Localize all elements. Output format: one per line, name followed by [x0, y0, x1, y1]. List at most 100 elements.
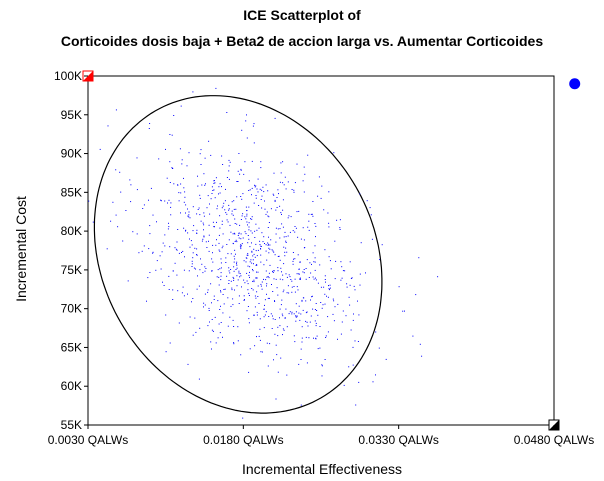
- scatter-point: [418, 257, 420, 259]
- scatter-point: [214, 226, 215, 228]
- scatter-point: [260, 248, 262, 250]
- scatter-point: [271, 249, 273, 251]
- scatter-point: [172, 168, 173, 169]
- scatter-point: [329, 289, 330, 291]
- scatter-point: [321, 375, 323, 377]
- scatter-point: [327, 212, 329, 214]
- scatter-point: [321, 365, 323, 367]
- scatter-point: [209, 203, 210, 205]
- scatter-point: [337, 338, 338, 340]
- scatter-point: [149, 123, 151, 124]
- scatter-point: [303, 191, 305, 193]
- scatter-point: [275, 241, 277, 243]
- scatter-point: [222, 233, 224, 235]
- scatter-point: [232, 214, 234, 216]
- scatter-point: [275, 278, 277, 280]
- scatter-point: [296, 273, 298, 275]
- scatter-point: [182, 286, 184, 288]
- scatter-point: [298, 312, 300, 314]
- scatter-point: [372, 381, 374, 383]
- scatter-point: [239, 224, 241, 226]
- scatter-point: [240, 245, 242, 247]
- scatter-point: [176, 241, 178, 243]
- scatter-point: [169, 342, 171, 344]
- scatter-point: [168, 199, 170, 201]
- scatter-point: [249, 266, 251, 268]
- scatter-point: [300, 348, 302, 350]
- scatter-point: [220, 258, 222, 260]
- scatter-point: [194, 317, 196, 319]
- scatter-point: [188, 270, 190, 272]
- scatter-point: [298, 273, 300, 275]
- scatter-point: [294, 258, 296, 260]
- scatter-point: [340, 261, 342, 263]
- scatter-point: [181, 163, 183, 165]
- scatter-point: [337, 303, 339, 305]
- scatter-point: [204, 270, 206, 272]
- scatter-point: [353, 313, 354, 315]
- scatter-point: [250, 218, 251, 220]
- scatter-point: [315, 225, 317, 227]
- x-tick-label: 0.0330 QALWs: [358, 433, 438, 447]
- scatter-point: [292, 263, 294, 265]
- scatter-point: [260, 199, 262, 200]
- scatter-point: [220, 322, 222, 323]
- scatter-point: [243, 295, 245, 297]
- scatter-point: [287, 235, 289, 237]
- scatter-point: [270, 239, 272, 241]
- scatter-point: [265, 270, 267, 272]
- scatter-point: [224, 200, 226, 202]
- scatter-point: [324, 293, 326, 295]
- scatter-point: [202, 238, 204, 240]
- scatter-point: [314, 223, 316, 224]
- scatter-point: [329, 284, 331, 286]
- scatter-point: [333, 152, 335, 154]
- scatter-point: [349, 304, 351, 306]
- scatter-point: [312, 276, 314, 278]
- scatter-point: [222, 245, 224, 247]
- scatter-point: [266, 342, 268, 344]
- scatter-point: [183, 269, 185, 271]
- scatter-point: [171, 167, 173, 169]
- scatter-point: [214, 182, 216, 184]
- scatter-point: [249, 246, 251, 248]
- scatter-point: [192, 298, 194, 299]
- scatter-point: [306, 311, 308, 313]
- scatter-point: [322, 304, 324, 306]
- scatter-point: [178, 252, 180, 254]
- scatter-point: [204, 266, 206, 268]
- scatter-point: [277, 256, 279, 257]
- scatter-point: [302, 227, 304, 229]
- scatter-point: [296, 315, 298, 317]
- scatter-point: [117, 226, 119, 228]
- scatter-point: [203, 212, 205, 214]
- scatter-point: [294, 341, 296, 343]
- scatter-point: [143, 204, 145, 206]
- scatter-point: [352, 319, 354, 321]
- scatter-point: [303, 297, 305, 299]
- scatter-point: [277, 228, 279, 230]
- scatter-point: [324, 249, 326, 251]
- scatter-point: [282, 226, 284, 228]
- scatter-point: [166, 177, 168, 179]
- scatter-point: [248, 206, 250, 208]
- scatter-point: [308, 337, 310, 339]
- scatter-point: [261, 189, 263, 191]
- scatter-point: [260, 167, 262, 169]
- scatter-point: [160, 268, 162, 270]
- scatter-point: [264, 243, 265, 244]
- scatter-point: [272, 272, 274, 273]
- scatter-point: [216, 276, 218, 278]
- scatter-point: [211, 302, 212, 304]
- scatter-point: [218, 186, 220, 188]
- scatter-point: [212, 221, 214, 223]
- scatter-point: [370, 214, 372, 216]
- scatter-point: [276, 197, 278, 198]
- scatter-point: [263, 191, 265, 193]
- scatter-point: [233, 270, 235, 272]
- scatter-point: [300, 238, 302, 240]
- scatter-point: [107, 125, 109, 127]
- scatter-point: [228, 270, 230, 272]
- scatter-point: [333, 320, 335, 322]
- scatter-point: [230, 305, 232, 307]
